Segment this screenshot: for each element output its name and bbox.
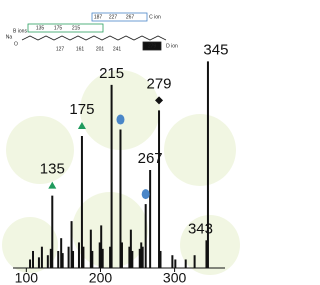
structure-label: 201 — [96, 46, 105, 52]
structure-label: 161 — [76, 46, 85, 52]
structure-label: 135 — [36, 25, 45, 31]
x-tick-label: 300 — [163, 270, 187, 285]
marker-circle — [142, 189, 150, 199]
peak-label: 279 — [147, 75, 172, 92]
structure-label: D ion — [166, 43, 178, 49]
structure-label: 215 — [72, 25, 81, 31]
structure-label: 127 — [56, 46, 65, 52]
structure-label: 187 — [94, 14, 103, 20]
peak-label: 135 — [40, 161, 65, 178]
marker-circle — [116, 115, 124, 125]
structure-label: C ion — [149, 14, 161, 20]
x-tick-label: 200 — [89, 270, 113, 285]
structure-label: O — [14, 41, 18, 47]
peak-label: 343 — [188, 220, 213, 237]
peak-label: 267 — [138, 150, 163, 167]
structure-label: 267 — [126, 14, 135, 20]
structure-label: 227 — [109, 14, 118, 20]
structure-label: 241 — [113, 46, 122, 52]
structure-label: B ions — [13, 28, 27, 34]
structure-label: 175 — [54, 25, 63, 31]
peak-label: 215 — [99, 65, 124, 82]
peak-label: 175 — [69, 101, 94, 118]
x-tick-label: 100 — [15, 270, 39, 285]
structure-label: Na — [6, 34, 13, 40]
peak-label: 345 — [203, 41, 228, 58]
structure-label: 279 — [148, 43, 157, 49]
